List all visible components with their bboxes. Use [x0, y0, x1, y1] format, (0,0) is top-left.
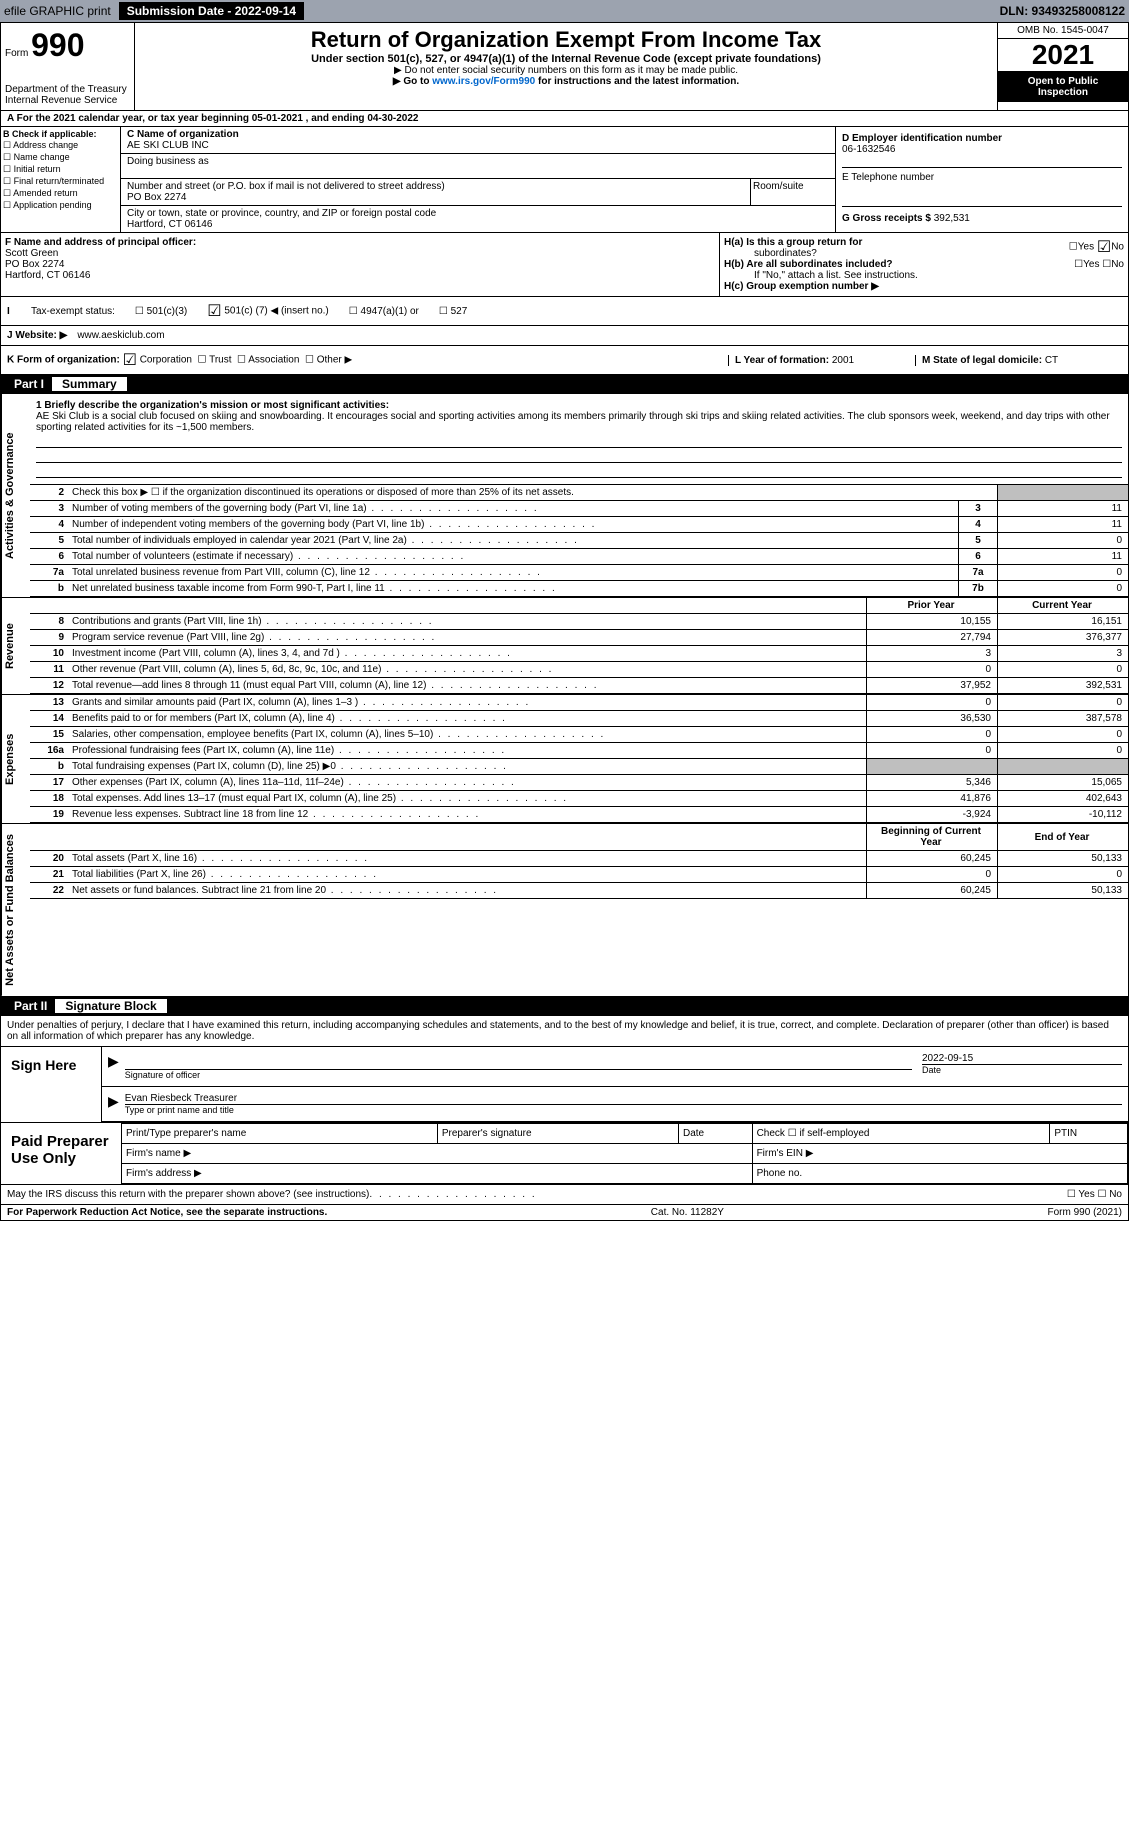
irs-link[interactable]: www.irs.gov/Form990: [432, 76, 535, 87]
dept-irs: Internal Revenue Service: [5, 95, 130, 106]
side-expenses: Expenses: [1, 695, 30, 823]
officer-addr2: Hartford, CT 06146: [5, 270, 715, 281]
line-a-tax-year: A For the 2021 calendar year, or tax yea…: [0, 111, 1129, 127]
officer-addr1: PO Box 2274: [5, 259, 715, 270]
ein-value: 06-1632546: [842, 144, 1122, 155]
open-to-public: Open to Public Inspection: [998, 72, 1128, 102]
phone-label: E Telephone number: [842, 172, 1122, 183]
officer-name: Scott Green: [5, 248, 715, 259]
part2-header: Part II Signature Block: [0, 997, 1129, 1015]
city-label: City or town, state or province, country…: [127, 208, 829, 219]
f-label: F Name and address of principal officer:: [5, 237, 715, 248]
omb-number: OMB No. 1545-0047: [998, 23, 1128, 39]
city-value: Hartford, CT 06146: [127, 219, 829, 230]
efile-top-bar: efile GRAPHIC print Submission Date - 20…: [0, 0, 1129, 22]
check-application-pending[interactable]: ☐ Application pending: [3, 200, 118, 211]
form-number: 990: [31, 27, 84, 63]
check-amended-return[interactable]: ☐ Amended return: [3, 188, 118, 199]
org-name: AE SKI CLUB INC: [127, 140, 829, 151]
side-revenue: Revenue: [1, 598, 30, 694]
org-info-block: B Check if applicable: ☐ Address change …: [0, 127, 1129, 233]
discuss-yes-no[interactable]: ☐ Yes ☐ No: [1067, 1189, 1122, 1200]
sign-here-label: Sign Here: [1, 1047, 102, 1122]
signature-block: Under penalties of perjury, I declare th…: [0, 1015, 1129, 1205]
tax-year: 2021: [998, 39, 1128, 72]
officer-group-block: F Name and address of principal officer:…: [0, 233, 1129, 297]
form-word: Form: [5, 48, 28, 59]
gross-receipts-value: 392,531: [934, 213, 970, 224]
room-suite-label: Room/suite: [751, 179, 835, 205]
website-row: J Website: ▶ www.aeskiclub.com: [0, 326, 1129, 346]
perjury-declaration: Under penalties of perjury, I declare th…: [1, 1016, 1128, 1047]
revenue-table: Prior YearCurrent Year 8Contributions an…: [30, 598, 1128, 694]
org-name-label: C Name of organization: [127, 129, 829, 140]
efile-label: efile GRAPHIC print: [4, 4, 111, 18]
expenses-table: 13Grants and similar amounts paid (Part …: [30, 695, 1128, 823]
dept-treasury: Department of the Treasury: [5, 84, 130, 95]
check-address-change[interactable]: ☐ Address change: [3, 140, 118, 151]
dba-label: Doing business as: [127, 156, 829, 167]
check-name-change[interactable]: ☐ Name change: [3, 152, 118, 163]
website-value: www.aeskiclub.com: [77, 330, 164, 341]
part1-header: Part I Summary: [0, 375, 1129, 393]
net-assets-table: Beginning of Current YearEnd of Year 20T…: [30, 824, 1128, 899]
side-net-assets: Net Assets or Fund Balances: [1, 824, 30, 996]
ssn-note: ▶ Do not enter social security numbers o…: [139, 65, 993, 76]
form-header: Form 990 Department of the Treasury Inte…: [0, 22, 1129, 111]
check-final-return[interactable]: ☐ Final return/terminated: [3, 176, 118, 187]
form-footer: For Paperwork Reduction Act Notice, see …: [0, 1205, 1129, 1221]
form-subtitle: Under section 501(c), 527, or 4947(a)(1)…: [139, 53, 993, 65]
governance-table: 2Check this box ▶ ☐ if the organization …: [30, 485, 1128, 597]
paid-preparer-label: Paid Preparer Use Only: [1, 1123, 121, 1184]
gross-receipts-label: G Gross receipts $: [842, 213, 931, 224]
address-label: Number and street (or P.O. box if mail i…: [127, 181, 744, 192]
submission-date-button[interactable]: Submission Date - 2022-09-14: [119, 2, 304, 20]
k-l-m-row: K Form of organization: ☑ Corporation ☐ …: [0, 346, 1129, 375]
ein-label: D Employer identification number: [842, 133, 1122, 144]
side-activities-governance: Activities & Governance: [1, 394, 30, 597]
address: PO Box 2274: [127, 192, 744, 203]
form-title: Return of Organization Exempt From Incom…: [139, 27, 993, 53]
box-b-header: B Check if applicable:: [3, 129, 118, 139]
mission-text: AE Ski Club is a social club focused on …: [36, 411, 1122, 433]
tax-status-row: I Tax-exempt status: ☐ 501(c)(3) ☑ 501(c…: [0, 297, 1129, 326]
check-initial-return[interactable]: ☐ Initial return: [3, 164, 118, 175]
dln-label: DLN: 93493258008122: [1000, 4, 1125, 18]
officer-signature-name: Evan Riesbeck Treasurer: [125, 1093, 1122, 1104]
